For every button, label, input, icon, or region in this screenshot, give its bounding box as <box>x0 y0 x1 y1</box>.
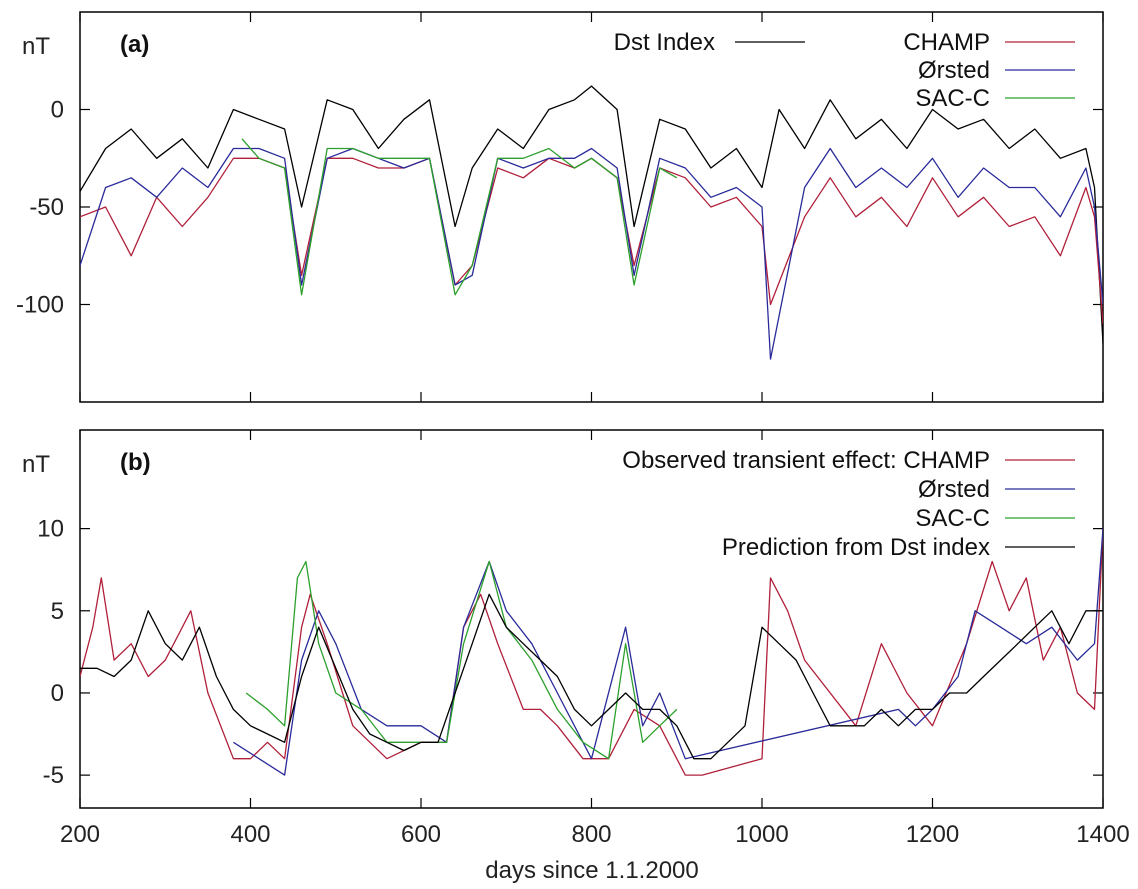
series-line--rsted <box>80 147 1103 360</box>
panel-a-ticks: 0 -50 -100 <box>16 12 1104 402</box>
y-tick-label: 5 <box>51 598 64 625</box>
legend-label-dst-index: Dst Index <box>614 29 715 56</box>
series-line-sac-c <box>241 138 678 296</box>
y-tick-label: 0 <box>51 680 64 707</box>
legend-label-sac-c: SAC-C <box>915 505 990 532</box>
panel-a-label: (a) <box>120 31 149 58</box>
panel-b-series <box>80 528 1103 776</box>
series-line--rsted <box>233 528 1103 776</box>
panel-b: 10 5 0 -5 nT (b) Observed transient effect:… <box>22 429 1104 809</box>
legend-label--rsted: Ørsted <box>918 57 990 84</box>
x-tick-label: 800 <box>571 821 611 848</box>
legend-label-prediction-from-dst-index: Prediction from Dst index <box>722 534 990 561</box>
x-axis-title: days since 1.1.2000 <box>485 857 698 884</box>
series-line-dst-index <box>80 85 1103 344</box>
x-axis-tick-labels: 200 400 600 800 1000 1200 1400 <box>60 821 1130 848</box>
panel-b-ticks: 10 5 0 -5 <box>37 430 1104 808</box>
series-line-sac-c <box>245 560 678 760</box>
x-tick-label: 1400 <box>1076 821 1129 848</box>
legend-label-sac-c: SAC-C <box>915 85 990 112</box>
panel-b-ylabel: nT <box>22 451 50 478</box>
x-tick-label: 400 <box>230 821 270 848</box>
panel-a: 0 -50 -100 nT (a) Dst Index CHAMPØrstedSAC-… <box>16 11 1104 403</box>
x-tick-label: 200 <box>60 821 100 848</box>
y-tick-label: -5 <box>43 762 64 789</box>
x-tick-label: 1200 <box>906 821 959 848</box>
x-tick-label: 600 <box>401 821 441 848</box>
legend-label-champ: CHAMP <box>903 29 990 56</box>
series-line-prediction-from-dst-index <box>80 593 1103 760</box>
panel-b-legend: Observed transient effect: CHAMPØrstedSA… <box>622 447 1075 561</box>
panel-b-label: (b) <box>120 449 151 476</box>
legend-label-observed-transient-effect-champ: Observed transient effect: CHAMP <box>622 447 990 474</box>
panel-a-ylabel: nT <box>22 33 50 60</box>
y-tick-label: 10 <box>37 516 64 543</box>
y-tick-label: 0 <box>51 97 64 124</box>
legend-label--rsted: Ørsted <box>918 476 990 503</box>
y-tick-label: -100 <box>16 292 64 319</box>
x-tick-label: 1000 <box>735 821 788 848</box>
panel-a-series <box>80 85 1103 360</box>
y-tick-label: -50 <box>29 194 64 221</box>
series-line-observed-transient-effect-champ <box>80 528 1103 776</box>
